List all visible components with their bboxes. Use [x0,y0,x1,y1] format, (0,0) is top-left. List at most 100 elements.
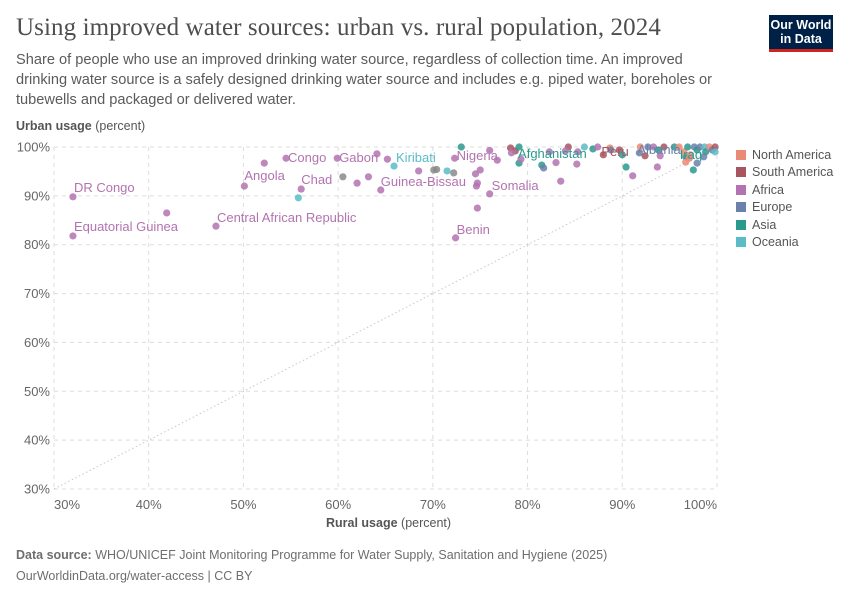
data-point [680,148,688,156]
legend-item[interactable]: Europe [736,199,833,217]
point-label: Angola [244,168,285,183]
point-label: DR Congo [74,180,135,195]
legend-label: Oceania [752,235,799,250]
data-point [540,164,548,172]
data-point [457,143,465,151]
data-point [622,163,630,171]
data-point [486,146,494,155]
data-point [552,159,560,167]
data-point [684,143,692,151]
data-point [69,232,77,240]
data-point [635,149,643,157]
legend-item[interactable]: Africa [736,181,833,199]
point-label: Benin [457,222,490,237]
data-point [693,159,701,167]
data-point [629,172,637,180]
y-tick-label: 80% [24,237,50,252]
data-point [451,234,460,242]
data-point [364,173,373,181]
data-point [711,148,719,156]
owid-logo[interactable]: Our World in Data [769,15,833,52]
data-point [545,148,553,156]
data-point [450,169,458,177]
data-point [675,143,683,151]
point-label: Afghanistan [518,146,587,161]
data-point [517,155,525,163]
data-point [653,163,661,171]
y-tick-label: 40% [24,433,50,448]
x-tick-label: 30% [54,497,80,512]
data-point [580,143,589,151]
point-label: Congo [288,150,326,165]
legend-item[interactable]: Oceania [736,234,833,252]
x-tick-label: 40% [136,497,162,512]
x-tick-label: 50% [230,497,256,512]
point-label: Iraq [680,147,702,162]
data-point [339,173,347,181]
data-point [654,146,662,154]
data-point [507,149,516,157]
legend-item[interactable]: Asia [736,216,833,234]
point-label: Nigeria [457,148,499,163]
legend-swatch [736,167,746,178]
data-point [685,154,694,162]
x-axis-title-main: Rural usage [326,516,398,530]
data-point [451,154,459,162]
data-point [383,155,391,163]
data-point [493,156,501,164]
y-tick-label: 100% [17,140,51,155]
data-point [282,154,290,162]
data-source-text: WHO/UNICEF Joint Monitoring Programme fo… [95,548,608,562]
data-point [472,182,481,190]
y-tick-label: 90% [24,188,50,203]
data-point [700,153,708,161]
data-point [561,147,570,155]
point-label: Equatorial Guinea [74,219,179,234]
x-tick-label: 80% [515,497,541,512]
data-point [618,151,626,159]
legend-swatch [736,202,746,213]
point-label: Somalia [492,178,540,193]
point-label: Peru [601,144,628,159]
legend-label: Africa [752,182,784,197]
y-tick-label: 30% [24,482,50,497]
point-label: Guinea-Bissau [381,174,466,189]
data-point [656,152,664,160]
data-point [476,166,484,174]
legend-item[interactable]: North America [736,146,833,164]
data-point [260,159,268,167]
legend-swatch [736,237,746,248]
data-point [644,143,652,151]
chart-subtitle: Share of people who use an improved drin… [16,52,713,108]
legend-swatch [736,184,746,195]
data-point [557,177,565,185]
data-point [297,185,305,193]
x-tick-label: 90% [609,497,635,512]
data-point [353,179,361,187]
data-point [390,162,398,170]
data-point [471,170,480,178]
point-label: Chad [301,172,332,187]
y-axis-title: Urban usage (percent) [16,119,145,133]
point-label: Kiribati [396,150,436,165]
data-point [473,204,481,212]
data-point [574,148,582,156]
legend-label: Europe [752,200,793,215]
data-point [607,146,615,154]
x-axis-title: Rural usage (percent) [326,516,451,530]
data-point [415,167,423,175]
point-label: Gabon [339,150,378,165]
y-axis-title-unit: (percent) [95,119,146,133]
footer-link[interactable]: OurWorldinData.org/water-access | CC BY [16,569,253,583]
x-tick-label: 60% [325,497,351,512]
data-point [443,167,451,175]
y-tick-label: 70% [24,286,50,301]
legend-item[interactable]: South America [736,164,833,182]
point-label: Albania [637,142,681,157]
data-source-label: Data source: [16,548,92,562]
data-point [69,193,77,201]
y-tick-label: 50% [24,384,50,399]
data-point [212,222,220,230]
legend-swatch [736,219,746,230]
